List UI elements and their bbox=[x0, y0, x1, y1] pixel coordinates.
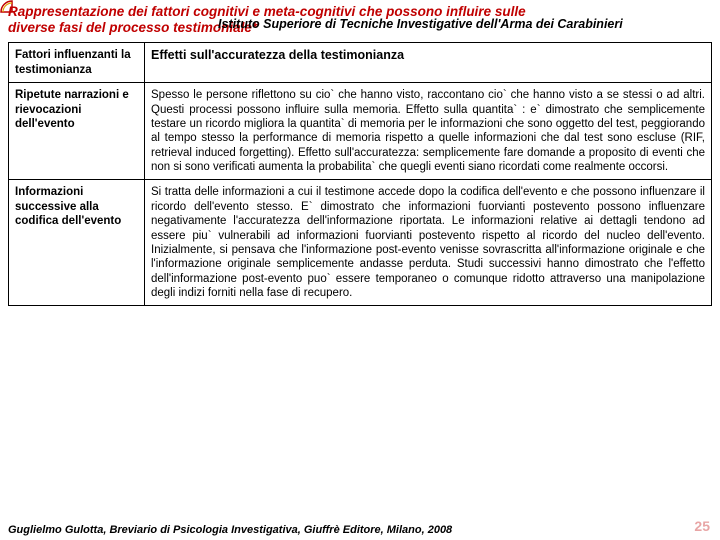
slide-header: Rappresentazione dei fattori cognitivi e… bbox=[0, 0, 720, 38]
table-row: Informazioni successive alla codifica de… bbox=[9, 180, 712, 306]
factor-cell: Ripetute narrazioni e rievocazioni dell'… bbox=[9, 83, 145, 180]
table-header-row: Fattori influenzanti la testimonianza Ef… bbox=[9, 43, 712, 83]
header-cell-effects: Effetti sull'accuratezza della testimoni… bbox=[145, 43, 712, 83]
factor-cell: Informazioni successive alla codifica de… bbox=[9, 180, 145, 306]
effect-cell: Si tratta delle informazioni a cui il te… bbox=[145, 180, 712, 306]
footer-citation: Guglielmo Gulotta, Breviario di Psicolog… bbox=[8, 524, 452, 536]
institution-subtitle: Istituto Superiore di Tecniche Investiga… bbox=[218, 17, 623, 31]
factors-table: Fattori influenzanti la testimonianza Ef… bbox=[8, 42, 712, 306]
effect-cell: Spesso le persone riflettono su cio` che… bbox=[145, 83, 712, 180]
page-number: 25 bbox=[694, 518, 710, 534]
corner-decoration-icon bbox=[0, 0, 24, 24]
table-row: Ripetute narrazioni e rievocazioni dell'… bbox=[9, 83, 712, 180]
header-cell-factors: Fattori influenzanti la testimonianza bbox=[9, 43, 145, 83]
